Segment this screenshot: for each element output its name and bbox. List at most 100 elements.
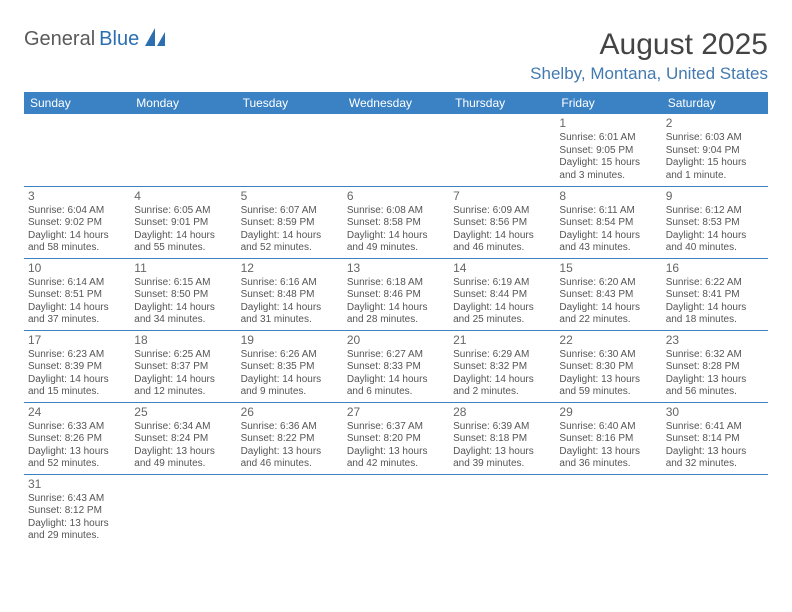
day-number: 21 (453, 333, 551, 348)
calendar-row: 17Sunrise: 6:23 AMSunset: 8:39 PMDayligh… (24, 330, 768, 402)
sunrise-line: Sunrise: 6:37 AM (347, 421, 445, 434)
calendar-row: 3Sunrise: 6:04 AMSunset: 9:02 PMDaylight… (24, 186, 768, 258)
sunset-line: Sunset: 8:41 PM (666, 289, 764, 302)
sunrise-line: Sunrise: 6:15 AM (134, 277, 232, 290)
sunrise-line: Sunrise: 6:03 AM (666, 132, 764, 145)
daylight-line: Daylight: 14 hours and 31 minutes. (241, 302, 339, 327)
day-number: 27 (347, 405, 445, 420)
day-header: Friday (555, 92, 661, 114)
calendar-cell: 24Sunrise: 6:33 AMSunset: 8:26 PMDayligh… (24, 402, 130, 474)
sunset-line: Sunset: 8:30 PM (559, 361, 657, 374)
day-number: 22 (559, 333, 657, 348)
sunrise-line: Sunrise: 6:09 AM (453, 205, 551, 218)
calendar-cell (449, 474, 555, 546)
title-block: August 2025 Shelby, Montana, United Stat… (530, 28, 768, 84)
sunset-line: Sunset: 9:01 PM (134, 217, 232, 230)
calendar-header: SundayMondayTuesdayWednesdayThursdayFrid… (24, 92, 768, 114)
sunset-line: Sunset: 8:37 PM (134, 361, 232, 374)
calendar-cell: 5Sunrise: 6:07 AMSunset: 8:59 PMDaylight… (237, 186, 343, 258)
calendar-cell (237, 114, 343, 186)
sunrise-line: Sunrise: 6:34 AM (134, 421, 232, 434)
day-number: 6 (347, 189, 445, 204)
daylight-line: Daylight: 14 hours and 2 minutes. (453, 374, 551, 399)
calendar-cell: 6Sunrise: 6:08 AMSunset: 8:58 PMDaylight… (343, 186, 449, 258)
daylight-line: Daylight: 13 hours and 56 minutes. (666, 374, 764, 399)
daylight-line: Daylight: 14 hours and 49 minutes. (347, 230, 445, 255)
daylight-line: Daylight: 14 hours and 9 minutes. (241, 374, 339, 399)
sunrise-line: Sunrise: 6:07 AM (241, 205, 339, 218)
day-number: 1 (559, 116, 657, 131)
calendar-cell (555, 474, 661, 546)
day-number: 3 (28, 189, 126, 204)
daylight-line: Daylight: 13 hours and 49 minutes. (134, 446, 232, 471)
calendar-cell: 14Sunrise: 6:19 AMSunset: 8:44 PMDayligh… (449, 258, 555, 330)
calendar-row: 24Sunrise: 6:33 AMSunset: 8:26 PMDayligh… (24, 402, 768, 474)
day-header: Thursday (449, 92, 555, 114)
day-number: 8 (559, 189, 657, 204)
daylight-line: Daylight: 14 hours and 22 minutes. (559, 302, 657, 327)
daylight-line: Daylight: 14 hours and 40 minutes. (666, 230, 764, 255)
calendar-cell: 27Sunrise: 6:37 AMSunset: 8:20 PMDayligh… (343, 402, 449, 474)
calendar-cell: 12Sunrise: 6:16 AMSunset: 8:48 PMDayligh… (237, 258, 343, 330)
sunset-line: Sunset: 8:24 PM (134, 433, 232, 446)
sunrise-line: Sunrise: 6:12 AM (666, 205, 764, 218)
sunset-line: Sunset: 8:20 PM (347, 433, 445, 446)
day-number: 7 (453, 189, 551, 204)
sunset-line: Sunset: 8:50 PM (134, 289, 232, 302)
day-number: 23 (666, 333, 764, 348)
day-header: Saturday (662, 92, 768, 114)
calendar-cell: 28Sunrise: 6:39 AMSunset: 8:18 PMDayligh… (449, 402, 555, 474)
sunset-line: Sunset: 8:16 PM (559, 433, 657, 446)
sunrise-line: Sunrise: 6:14 AM (28, 277, 126, 290)
sunset-line: Sunset: 8:54 PM (559, 217, 657, 230)
sunset-line: Sunset: 8:51 PM (28, 289, 126, 302)
sunset-line: Sunset: 8:18 PM (453, 433, 551, 446)
sunrise-line: Sunrise: 6:22 AM (666, 277, 764, 290)
calendar-cell: 16Sunrise: 6:22 AMSunset: 8:41 PMDayligh… (662, 258, 768, 330)
sunset-line: Sunset: 8:12 PM (28, 505, 126, 518)
day-number: 24 (28, 405, 126, 420)
sunset-line: Sunset: 8:22 PM (241, 433, 339, 446)
sunrise-line: Sunrise: 6:41 AM (666, 421, 764, 434)
day-number: 29 (559, 405, 657, 420)
sunrise-line: Sunrise: 6:32 AM (666, 349, 764, 362)
calendar-cell: 15Sunrise: 6:20 AMSunset: 8:43 PMDayligh… (555, 258, 661, 330)
daylight-line: Daylight: 13 hours and 42 minutes. (347, 446, 445, 471)
sunset-line: Sunset: 8:32 PM (453, 361, 551, 374)
daylight-line: Daylight: 13 hours and 36 minutes. (559, 446, 657, 471)
daylight-line: Daylight: 14 hours and 6 minutes. (347, 374, 445, 399)
sunrise-line: Sunrise: 6:39 AM (453, 421, 551, 434)
sunset-line: Sunset: 8:48 PM (241, 289, 339, 302)
sunset-line: Sunset: 8:56 PM (453, 217, 551, 230)
sunrise-line: Sunrise: 6:40 AM (559, 421, 657, 434)
daylight-line: Daylight: 13 hours and 32 minutes. (666, 446, 764, 471)
day-number: 5 (241, 189, 339, 204)
sunrise-line: Sunrise: 6:19 AM (453, 277, 551, 290)
calendar-cell: 3Sunrise: 6:04 AMSunset: 9:02 PMDaylight… (24, 186, 130, 258)
calendar-cell: 13Sunrise: 6:18 AMSunset: 8:46 PMDayligh… (343, 258, 449, 330)
calendar-cell: 7Sunrise: 6:09 AMSunset: 8:56 PMDaylight… (449, 186, 555, 258)
day-number: 30 (666, 405, 764, 420)
daylight-line: Daylight: 14 hours and 52 minutes. (241, 230, 339, 255)
sunset-line: Sunset: 8:59 PM (241, 217, 339, 230)
day-number: 10 (28, 261, 126, 276)
day-number: 28 (453, 405, 551, 420)
calendar-cell: 29Sunrise: 6:40 AMSunset: 8:16 PMDayligh… (555, 402, 661, 474)
calendar-table: SundayMondayTuesdayWednesdayThursdayFrid… (24, 92, 768, 546)
sunset-line: Sunset: 8:33 PM (347, 361, 445, 374)
calendar-cell (130, 474, 236, 546)
calendar-cell: 30Sunrise: 6:41 AMSunset: 8:14 PMDayligh… (662, 402, 768, 474)
daylight-line: Daylight: 14 hours and 58 minutes. (28, 230, 126, 255)
calendar-cell: 8Sunrise: 6:11 AMSunset: 8:54 PMDaylight… (555, 186, 661, 258)
day-number: 26 (241, 405, 339, 420)
daylight-line: Daylight: 13 hours and 39 minutes. (453, 446, 551, 471)
sunrise-line: Sunrise: 6:30 AM (559, 349, 657, 362)
sunrise-line: Sunrise: 6:04 AM (28, 205, 126, 218)
sunrise-line: Sunrise: 6:26 AM (241, 349, 339, 362)
calendar-cell (130, 114, 236, 186)
sunrise-line: Sunrise: 6:33 AM (28, 421, 126, 434)
calendar-body: 1Sunrise: 6:01 AMSunset: 9:05 PMDaylight… (24, 114, 768, 546)
calendar-row: 1Sunrise: 6:01 AMSunset: 9:05 PMDaylight… (24, 114, 768, 186)
calendar-row: 10Sunrise: 6:14 AMSunset: 8:51 PM Dayligh… (24, 258, 768, 330)
sunset-line: Sunset: 8:46 PM (347, 289, 445, 302)
